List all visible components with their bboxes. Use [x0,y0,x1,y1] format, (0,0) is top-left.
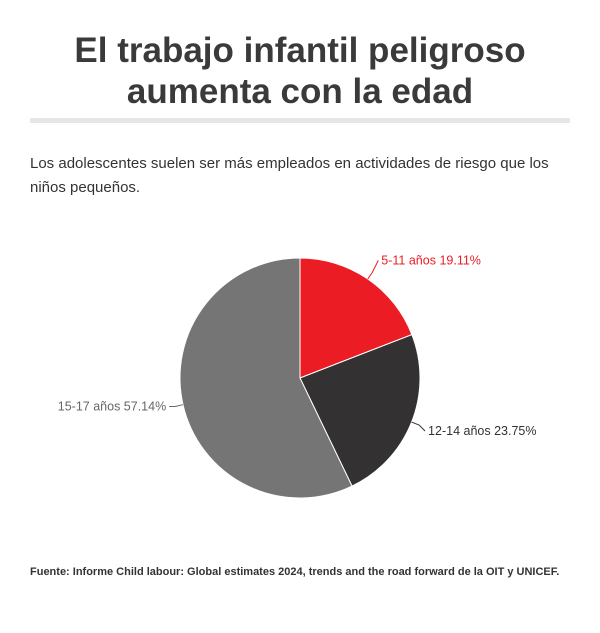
chart-title: El trabajo infantil peligroso aumenta co… [30,30,570,112]
pie-slice-15-17-aos [179,257,353,499]
pie-chart-svg: 5-11 años 19.11% 12-14 años 23.75% 15-17 a… [58,253,536,499]
pie-label-connector [169,404,184,407]
pie-label-connector [411,421,426,432]
chart-subtitle: Los adolescentes suelen ser más empleado… [30,155,549,196]
pie-label-connector [367,260,379,280]
pie-data-label: 5-11 años 19.11% [381,253,481,267]
pie-data-label: 15-17 años 57.14% [58,399,166,413]
pie-chart: 5-11 años 19.11% 12-14 años 23.75% 15-17 a… [0,228,600,528]
source-note: Fuente: Informe Child labour: Global est… [30,566,560,578]
title-line-2: aumenta con la edad [126,72,474,111]
pie-data-label: 12-14 años 23.75% [428,424,536,438]
title-line-1: El trabajo infantil peligroso [74,31,526,70]
title-divider [30,118,570,123]
